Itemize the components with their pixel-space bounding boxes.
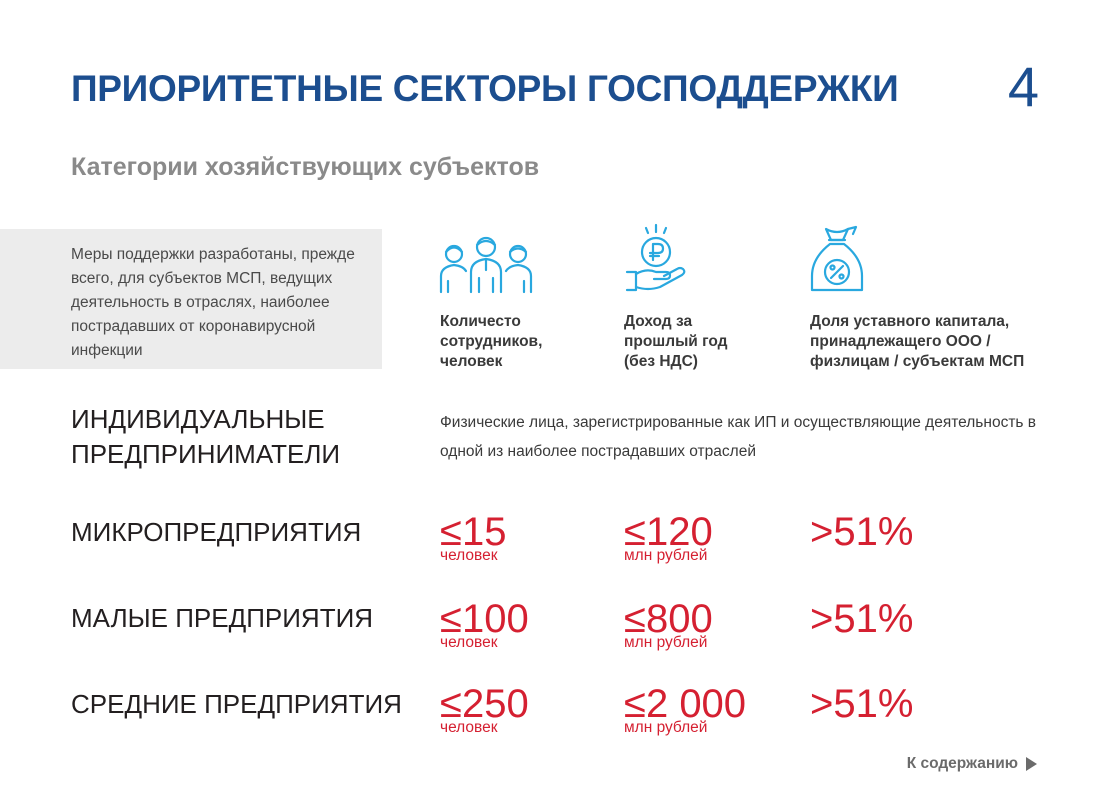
metric-unit: млн рублей <box>624 634 708 651</box>
people-icon <box>439 236 533 294</box>
micro-revenue: ≤120 млн рублей <box>624 512 713 564</box>
metric-unit: млн рублей <box>624 719 708 736</box>
arrow-right-icon[interactable] <box>1026 757 1037 771</box>
metric-value: ≤120 <box>624 510 713 554</box>
small-employees: ≤100 человек <box>440 599 529 651</box>
contents-link-label[interactable]: К содержанию <box>906 755 1018 772</box>
contents-link[interactable]: К содержанию <box>907 755 1037 773</box>
metric-value: ≤15 <box>440 510 507 554</box>
small-share: >51% <box>810 599 913 639</box>
note-text: Меры поддержки разработаны, прежде всего… <box>71 246 355 359</box>
column-header-capital-share: Доля уставного капитала, принадлежащего … <box>810 313 1025 370</box>
section-subtitle: Категории хозяйствующих субъектов <box>71 153 540 181</box>
medium-share: >51% <box>810 684 913 724</box>
medium-employees: ≤250 человек <box>440 684 529 736</box>
row-label-micro: МИКРОПРЕДПРИЯТИЯ <box>71 517 362 547</box>
row-label-medium: СРЕДНИЕ ПРЕДПРИЯТИЯ <box>71 689 402 719</box>
micro-employees: ≤15 человек <box>440 512 506 564</box>
metric-value: ≤250 <box>440 682 529 726</box>
metric-value: >51% <box>810 597 914 641</box>
page-number: 4 <box>1007 55 1039 118</box>
metric-unit: человек <box>440 547 498 564</box>
money-bag-percent-icon <box>810 225 864 292</box>
metric-value: ≤2 000 <box>624 682 747 726</box>
metric-value: ≤800 <box>624 597 713 641</box>
row-label-ip: ИНДИВИДУАЛЬНЫЕ ПРЕДПРИНИМАТЕЛИ <box>71 404 341 469</box>
page-title: ПРИОРИТЕТНЫЕ СЕКТОРЫ ГОСПОДДЕРЖКИ <box>71 68 899 109</box>
column-header-employees: Количесто сотрудников, человек <box>440 313 543 370</box>
metric-value: >51% <box>810 510 914 554</box>
ip-description: Физические лица, зарегистрированные как … <box>440 414 1037 460</box>
metric-unit: млн рублей <box>624 547 708 564</box>
metric-unit: человек <box>440 719 498 736</box>
row-label-small: МАЛЫЕ ПРЕДПРИЯТИЯ <box>71 603 374 633</box>
ruble-coin-hand-icon <box>625 223 686 292</box>
metric-value: >51% <box>810 682 914 726</box>
column-header-revenue: Доход за прошлый год (без НДС) <box>624 313 728 370</box>
metric-value: ≤100 <box>440 597 529 641</box>
small-revenue: ≤800 млн рублей <box>624 599 713 651</box>
note-box <box>0 229 382 369</box>
medium-revenue: ≤2 000 млн рублей <box>624 684 746 736</box>
metric-unit: человек <box>440 634 498 651</box>
micro-share: >51% <box>810 512 913 552</box>
